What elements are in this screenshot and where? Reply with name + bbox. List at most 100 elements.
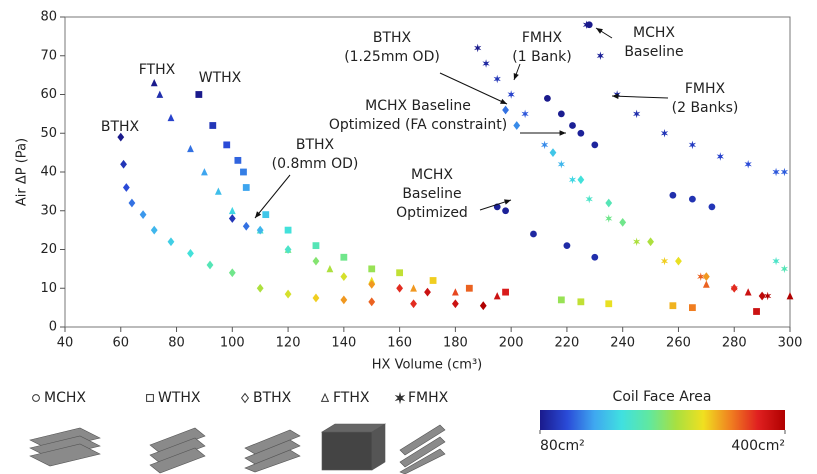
point	[429, 277, 437, 284]
point	[688, 140, 697, 150]
x-tick-label: 60	[112, 336, 129, 351]
point	[122, 183, 130, 192]
point	[256, 283, 264, 293]
point	[660, 256, 669, 266]
y-tick-label: 80	[40, 10, 57, 25]
x-tick-label: 120	[276, 336, 301, 351]
x-tick-label: 220	[555, 336, 580, 351]
fmhx-icon	[399, 424, 446, 474]
point	[585, 21, 593, 29]
annotation: Baseline	[624, 44, 683, 60]
x-tick-label: 240	[610, 336, 635, 351]
x-tick-label: 260	[666, 336, 691, 351]
point	[540, 140, 549, 150]
point	[521, 109, 529, 119]
legend-marker	[394, 391, 406, 405]
point	[117, 132, 125, 142]
point	[340, 272, 348, 282]
colorbar-label: Coil Face Area	[613, 389, 712, 405]
mchx-icon	[29, 427, 101, 467]
point	[708, 203, 716, 211]
annotation: MCHX Baseline	[365, 98, 471, 114]
annotation: Optimized	[396, 205, 468, 221]
legend-marker	[320, 392, 330, 402]
point	[234, 156, 242, 164]
point	[758, 291, 766, 301]
x-tick-label: 160	[387, 336, 412, 351]
point	[619, 217, 627, 227]
point	[139, 210, 147, 220]
point	[424, 287, 431, 297]
annotation-arrowhead	[513, 73, 519, 80]
point	[209, 122, 217, 129]
point	[689, 195, 696, 203]
point	[479, 301, 487, 311]
point	[730, 283, 738, 293]
point	[605, 198, 613, 208]
x-tick-label: 140	[331, 336, 356, 351]
point	[156, 90, 164, 98]
annotation: MCHX	[411, 167, 453, 183]
point	[772, 256, 780, 266]
point	[150, 78, 158, 87]
point	[513, 121, 521, 130]
annotation: Baseline	[402, 186, 461, 202]
point	[568, 175, 577, 184]
point	[195, 91, 203, 98]
annotation-arrow	[254, 174, 291, 219]
point	[577, 298, 585, 306]
annotation-arrow	[439, 72, 508, 105]
x-tick-label: 280	[722, 336, 747, 351]
point	[262, 211, 270, 219]
point	[396, 269, 404, 277]
annotation-arrowhead	[500, 98, 507, 104]
point	[591, 253, 599, 261]
legend-marker	[32, 394, 40, 402]
point	[312, 256, 320, 266]
point	[223, 141, 231, 149]
colorbar	[540, 410, 785, 430]
point	[201, 168, 208, 176]
point	[632, 237, 641, 246]
point	[502, 207, 509, 215]
x-tick-label: 180	[443, 336, 468, 351]
point	[632, 109, 641, 119]
annotation: WTHX	[199, 70, 242, 86]
point	[240, 168, 247, 176]
point	[669, 302, 677, 310]
annotation: BTHX	[101, 119, 140, 135]
point	[669, 191, 677, 199]
annotation: BTHX	[373, 30, 412, 46]
annotation-arrowhead	[504, 199, 511, 205]
point	[284, 245, 292, 254]
point	[340, 295, 348, 305]
point	[120, 159, 127, 169]
annotation-arrowhead	[255, 211, 262, 218]
point	[647, 237, 654, 247]
point	[772, 167, 780, 177]
y-tick-label: 60	[40, 87, 57, 102]
x-axis-label: HX Volume (cm³)	[372, 358, 482, 373]
point	[577, 175, 585, 185]
point	[396, 283, 404, 293]
point	[557, 160, 565, 169]
point	[697, 272, 705, 281]
point	[780, 264, 789, 274]
point	[605, 300, 613, 308]
annotation: (2 Banks)	[672, 100, 739, 116]
point	[764, 291, 772, 301]
point	[549, 148, 557, 158]
x-tick-label: 200	[499, 336, 524, 351]
point	[187, 248, 194, 258]
point	[340, 253, 348, 261]
wthx-icon	[149, 427, 206, 474]
legend-label: BTHX	[253, 390, 292, 406]
point	[474, 43, 482, 53]
y-tick-label: 0	[49, 320, 57, 335]
point	[368, 279, 376, 289]
y-tick-label: 20	[40, 242, 57, 257]
annotation: FTHX	[139, 62, 176, 78]
point	[675, 256, 682, 266]
hx-icons	[29, 423, 446, 474]
